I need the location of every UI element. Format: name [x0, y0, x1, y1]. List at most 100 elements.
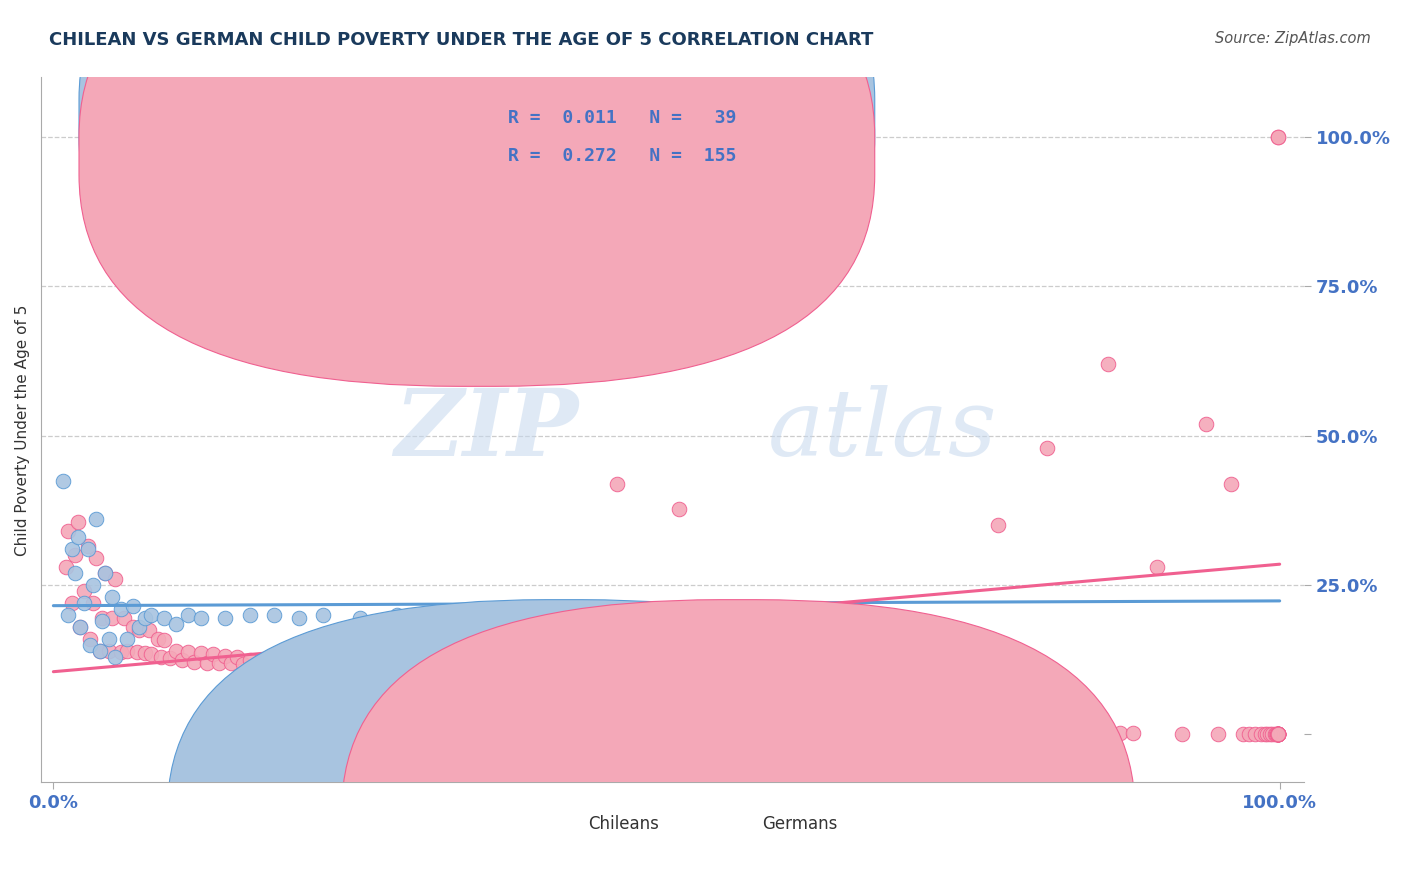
Point [349, 611, 371, 625]
Y-axis label: Child Poverty Under the Age of 5: Child Poverty Under the Age of 5 [15, 304, 30, 556]
Point [287, 658, 309, 673]
FancyBboxPatch shape [342, 599, 1135, 892]
Point [1267, 727, 1289, 741]
Point [1261, 727, 1284, 741]
Point [208, 656, 231, 670]
Point [1232, 727, 1254, 741]
Point [1195, 417, 1218, 431]
Point [593, 689, 616, 703]
Point [276, 657, 298, 671]
Point [484, 680, 506, 694]
Point [533, 682, 555, 697]
Point [66, 516, 89, 530]
Point [398, 671, 420, 685]
Point [422, 673, 444, 688]
Point [1121, 726, 1143, 740]
Point [380, 669, 402, 683]
Point [520, 682, 543, 697]
Point [728, 698, 751, 713]
Text: atlas: atlas [768, 384, 997, 475]
Point [82, 596, 104, 610]
Point [152, 633, 174, 648]
Point [94, 566, 117, 581]
Point [122, 620, 145, 634]
Point [159, 651, 181, 665]
Point [1267, 727, 1289, 741]
Text: R =  0.272   N =  155: R = 0.272 N = 155 [509, 146, 737, 164]
Point [141, 647, 163, 661]
Point [1254, 727, 1277, 741]
Point [1267, 727, 1289, 741]
Point [863, 711, 886, 725]
Text: ZIP: ZIP [394, 384, 578, 475]
Point [287, 611, 309, 625]
Point [97, 632, 120, 646]
Point [190, 611, 212, 625]
Point [1267, 727, 1289, 741]
Point [84, 551, 107, 566]
Point [73, 584, 96, 599]
FancyBboxPatch shape [79, 0, 875, 349]
Point [998, 720, 1021, 734]
Point [1267, 727, 1289, 741]
Point [1237, 727, 1260, 741]
Point [239, 607, 262, 622]
Point [1219, 476, 1241, 491]
Point [104, 649, 127, 664]
Point [569, 687, 592, 701]
Point [104, 572, 127, 586]
Point [94, 566, 117, 581]
Point [741, 700, 763, 714]
Point [336, 664, 359, 678]
Point [263, 656, 285, 670]
Point [239, 653, 262, 667]
Point [668, 501, 690, 516]
Point [354, 666, 377, 681]
Point [110, 645, 132, 659]
Point [134, 611, 156, 625]
Point [56, 524, 79, 539]
Point [55, 560, 77, 574]
Point [165, 644, 187, 658]
Point [76, 539, 98, 553]
Point [349, 665, 371, 680]
Point [1244, 727, 1267, 741]
Point [122, 599, 145, 613]
Point [1264, 727, 1286, 741]
Point [128, 623, 150, 637]
Point [330, 665, 353, 680]
Point [177, 645, 200, 659]
Point [900, 714, 922, 729]
Point [460, 678, 482, 692]
Point [73, 596, 96, 610]
Point [373, 667, 395, 681]
Point [1267, 727, 1289, 741]
Point [876, 712, 898, 726]
Point [60, 542, 83, 557]
Point [1250, 727, 1272, 741]
Point [1267, 727, 1289, 741]
Point [152, 611, 174, 625]
Point [141, 607, 163, 622]
Point [447, 676, 470, 690]
Point [557, 685, 579, 699]
Point [56, 607, 79, 622]
Point [232, 657, 254, 671]
Point [1256, 727, 1278, 741]
Point [655, 607, 678, 622]
Point [343, 665, 366, 680]
Point [852, 709, 875, 723]
Point [912, 714, 935, 729]
Point [115, 632, 138, 646]
Point [76, 542, 98, 557]
Point [294, 663, 316, 677]
Point [385, 669, 408, 683]
Point [704, 698, 727, 712]
Point [422, 607, 444, 622]
Point [219, 656, 242, 670]
Point [269, 662, 291, 676]
Point [889, 713, 911, 727]
Point [91, 611, 114, 625]
Point [496, 681, 519, 695]
Point [299, 660, 322, 674]
